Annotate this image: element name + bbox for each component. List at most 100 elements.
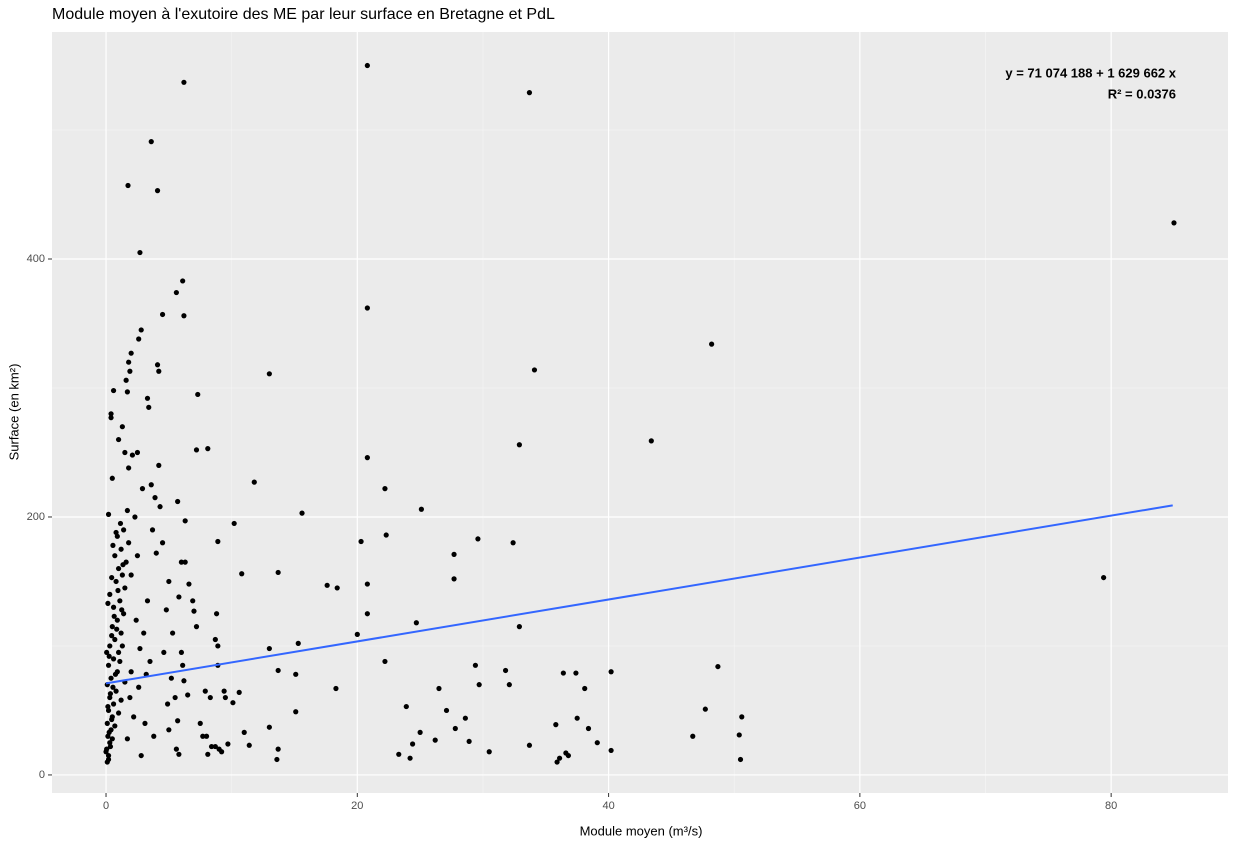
point — [212, 636, 218, 643]
point — [553, 722, 559, 728]
chart-title: Module moyen à l'exutoire des ME par leu… — [52, 6, 555, 23]
point — [510, 540, 516, 546]
x-tick-label: 20 — [351, 800, 363, 812]
point — [443, 707, 450, 714]
point — [176, 594, 182, 600]
point — [231, 520, 237, 527]
point — [124, 389, 130, 395]
point — [275, 746, 281, 752]
point — [526, 90, 533, 96]
point — [413, 620, 419, 626]
point — [104, 720, 110, 726]
point — [173, 289, 179, 296]
point — [207, 694, 213, 701]
point — [202, 688, 208, 694]
point — [107, 591, 113, 597]
point — [690, 733, 696, 739]
point — [585, 725, 592, 732]
point — [432, 737, 438, 743]
point — [125, 182, 131, 189]
point — [103, 749, 109, 755]
x-tick-label: 60 — [854, 800, 866, 812]
point — [333, 685, 339, 692]
point — [358, 538, 364, 545]
point — [608, 747, 614, 754]
point — [115, 649, 122, 656]
point — [182, 518, 188, 524]
point — [112, 671, 119, 677]
point — [181, 79, 187, 85]
trend-line — [105, 504, 1173, 685]
point — [137, 249, 143, 256]
point — [138, 327, 144, 333]
point — [144, 598, 151, 604]
point — [462, 715, 468, 721]
point — [266, 371, 272, 377]
point — [364, 581, 370, 587]
point — [172, 694, 178, 701]
point — [106, 653, 112, 659]
point — [216, 746, 222, 752]
point — [293, 671, 299, 677]
point — [109, 736, 115, 742]
point — [128, 572, 134, 578]
point — [516, 624, 522, 630]
point — [170, 630, 176, 636]
point — [105, 662, 112, 668]
point — [225, 741, 231, 747]
point — [364, 611, 370, 617]
point — [142, 720, 148, 726]
point — [560, 670, 566, 676]
point — [118, 546, 124, 552]
point — [364, 455, 370, 461]
point — [126, 359, 132, 365]
point — [554, 759, 560, 765]
point — [164, 701, 171, 707]
point — [114, 626, 120, 632]
point — [221, 688, 227, 694]
point — [147, 658, 153, 665]
point — [178, 559, 185, 565]
point — [124, 507, 130, 514]
point — [173, 746, 179, 752]
point — [239, 571, 245, 577]
point — [486, 749, 492, 755]
point — [163, 607, 169, 613]
point — [109, 716, 115, 723]
point — [120, 562, 126, 568]
point — [112, 723, 118, 729]
point — [180, 662, 186, 668]
x-axis-title: Module moyen (m³/s) — [580, 823, 703, 838]
point — [364, 62, 370, 69]
point — [739, 714, 745, 720]
point — [182, 559, 188, 565]
plot-panel — [52, 32, 1228, 793]
point — [190, 598, 196, 604]
point — [128, 350, 134, 356]
point — [178, 649, 185, 656]
point — [324, 582, 330, 588]
y-tick-label: 200 — [27, 511, 45, 523]
x-tick-label: 0 — [103, 800, 109, 812]
point — [107, 694, 113, 701]
point — [105, 511, 112, 517]
point — [153, 550, 159, 556]
point — [166, 727, 172, 733]
point — [128, 669, 134, 675]
point — [107, 743, 114, 750]
point — [131, 714, 137, 720]
point — [275, 667, 281, 674]
point — [159, 311, 166, 318]
point — [105, 756, 112, 763]
point — [113, 578, 119, 585]
point — [110, 701, 117, 707]
point — [709, 341, 715, 347]
point — [383, 532, 389, 538]
point — [127, 368, 133, 374]
point — [141, 630, 147, 636]
point — [409, 741, 416, 747]
point — [166, 578, 172, 585]
point — [139, 486, 146, 492]
point — [364, 305, 370, 311]
